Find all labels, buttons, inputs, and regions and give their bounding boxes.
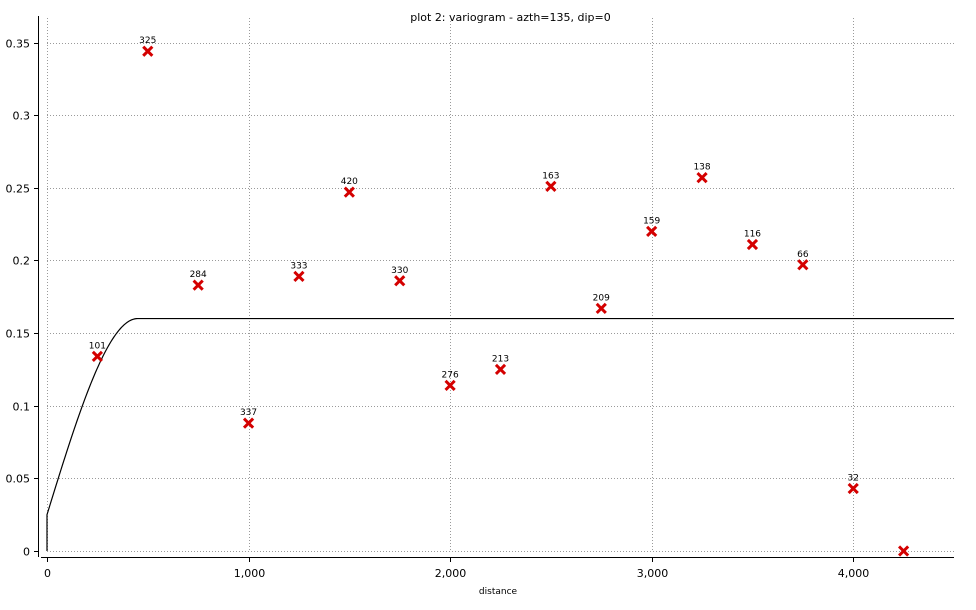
y-tick-label: 0.2 [13,255,31,268]
x-tick-label: 2,000 [435,567,467,580]
point-marker-stroke [595,302,607,315]
y-tick-label: 0 [23,546,30,559]
point-marker-stroke [746,238,759,251]
variogram-points: 101 325 284 337 333 420 330 276 213 163 209 159 138 1… [89,36,910,557]
point-count-label: 209 [593,293,610,303]
variogram-point: 138 [693,163,711,184]
axes [34,16,954,562]
variogram-point: 330 [391,266,409,287]
point-count-label: 333 [290,261,307,271]
variogram-point: 159 [643,216,661,238]
variogram-point: 276 [442,370,459,392]
point-count-label: 276 [442,370,459,380]
point-marker-stroke [545,180,557,192]
x-tick-labels: 0 1,000 2,000 3,000 4,000 [44,567,869,580]
variogram-point: 213 [492,354,509,376]
y-tick-labels: 0 0.05 0.1 0.15 0.2 0.25 0.3 0.35 [6,38,31,559]
point-count-label: 420 [341,177,358,187]
variogram-point: 325 [139,36,156,57]
point-count-label: 32 [847,474,858,484]
point-marker-stroke [192,279,204,291]
x-axis-label: distance [479,587,518,597]
grid [47,18,954,552]
point-count-label: 325 [139,36,156,46]
y-tick-label: 0.15 [6,328,31,341]
y-tick-label: 0.35 [6,38,31,51]
point-marker-stroke [646,225,658,238]
point-marker-stroke [847,482,859,495]
point-count-label: 101 [89,341,106,351]
point-count-label: 66 [797,250,809,260]
point-count-label: 138 [693,163,710,173]
point-count-label: 213 [492,354,509,364]
point-marker-stroke [494,363,507,376]
point-marker-stroke [242,417,255,429]
variogram-point: 163 [542,171,559,192]
point-count-label: 337 [240,408,257,418]
point-marker-stroke [343,186,355,198]
y-tick-label: 0.3 [13,110,31,123]
variogram-point: 420 [341,177,358,198]
variogram-point: 66 [797,250,809,271]
point-marker-stroke [91,350,104,362]
y-tick-label: 0.05 [6,473,31,486]
variogram-point: 284 [190,270,207,291]
point-count-label: 159 [643,216,660,226]
y-tick-label: 0.25 [6,183,31,196]
x-tick-label: 0 [44,567,51,580]
point-marker-stroke [394,275,406,287]
x-tick-label: 4,000 [838,567,870,580]
variogram-point: 116 [744,229,761,251]
variogram-point: 32 [847,474,859,495]
point-marker-stroke [696,172,708,184]
point-count-label: 116 [744,229,761,239]
point-marker-stroke [293,270,305,283]
variogram-point: 337 [240,408,257,429]
variogram-model-curve [46,317,954,551]
x-tick-label: 1,000 [234,567,266,580]
variogram-point: 101 [89,341,106,362]
x-tick-label: 3,000 [637,567,669,580]
variogram-point [897,545,910,557]
point-marker-stroke [797,259,809,271]
point-marker-stroke [444,379,456,392]
point-marker-stroke [142,45,154,57]
variogram-point: 209 [593,293,610,315]
point-count-label: 284 [190,270,207,280]
point-count-label: 163 [542,171,559,181]
y-tick-label: 0.1 [13,401,31,414]
point-marker-stroke [897,545,910,557]
variogram-point: 333 [290,261,308,283]
point-count-label: 330 [391,266,408,276]
chart-title: plot 2: variogram - azth=135, dip=0 [410,11,611,24]
